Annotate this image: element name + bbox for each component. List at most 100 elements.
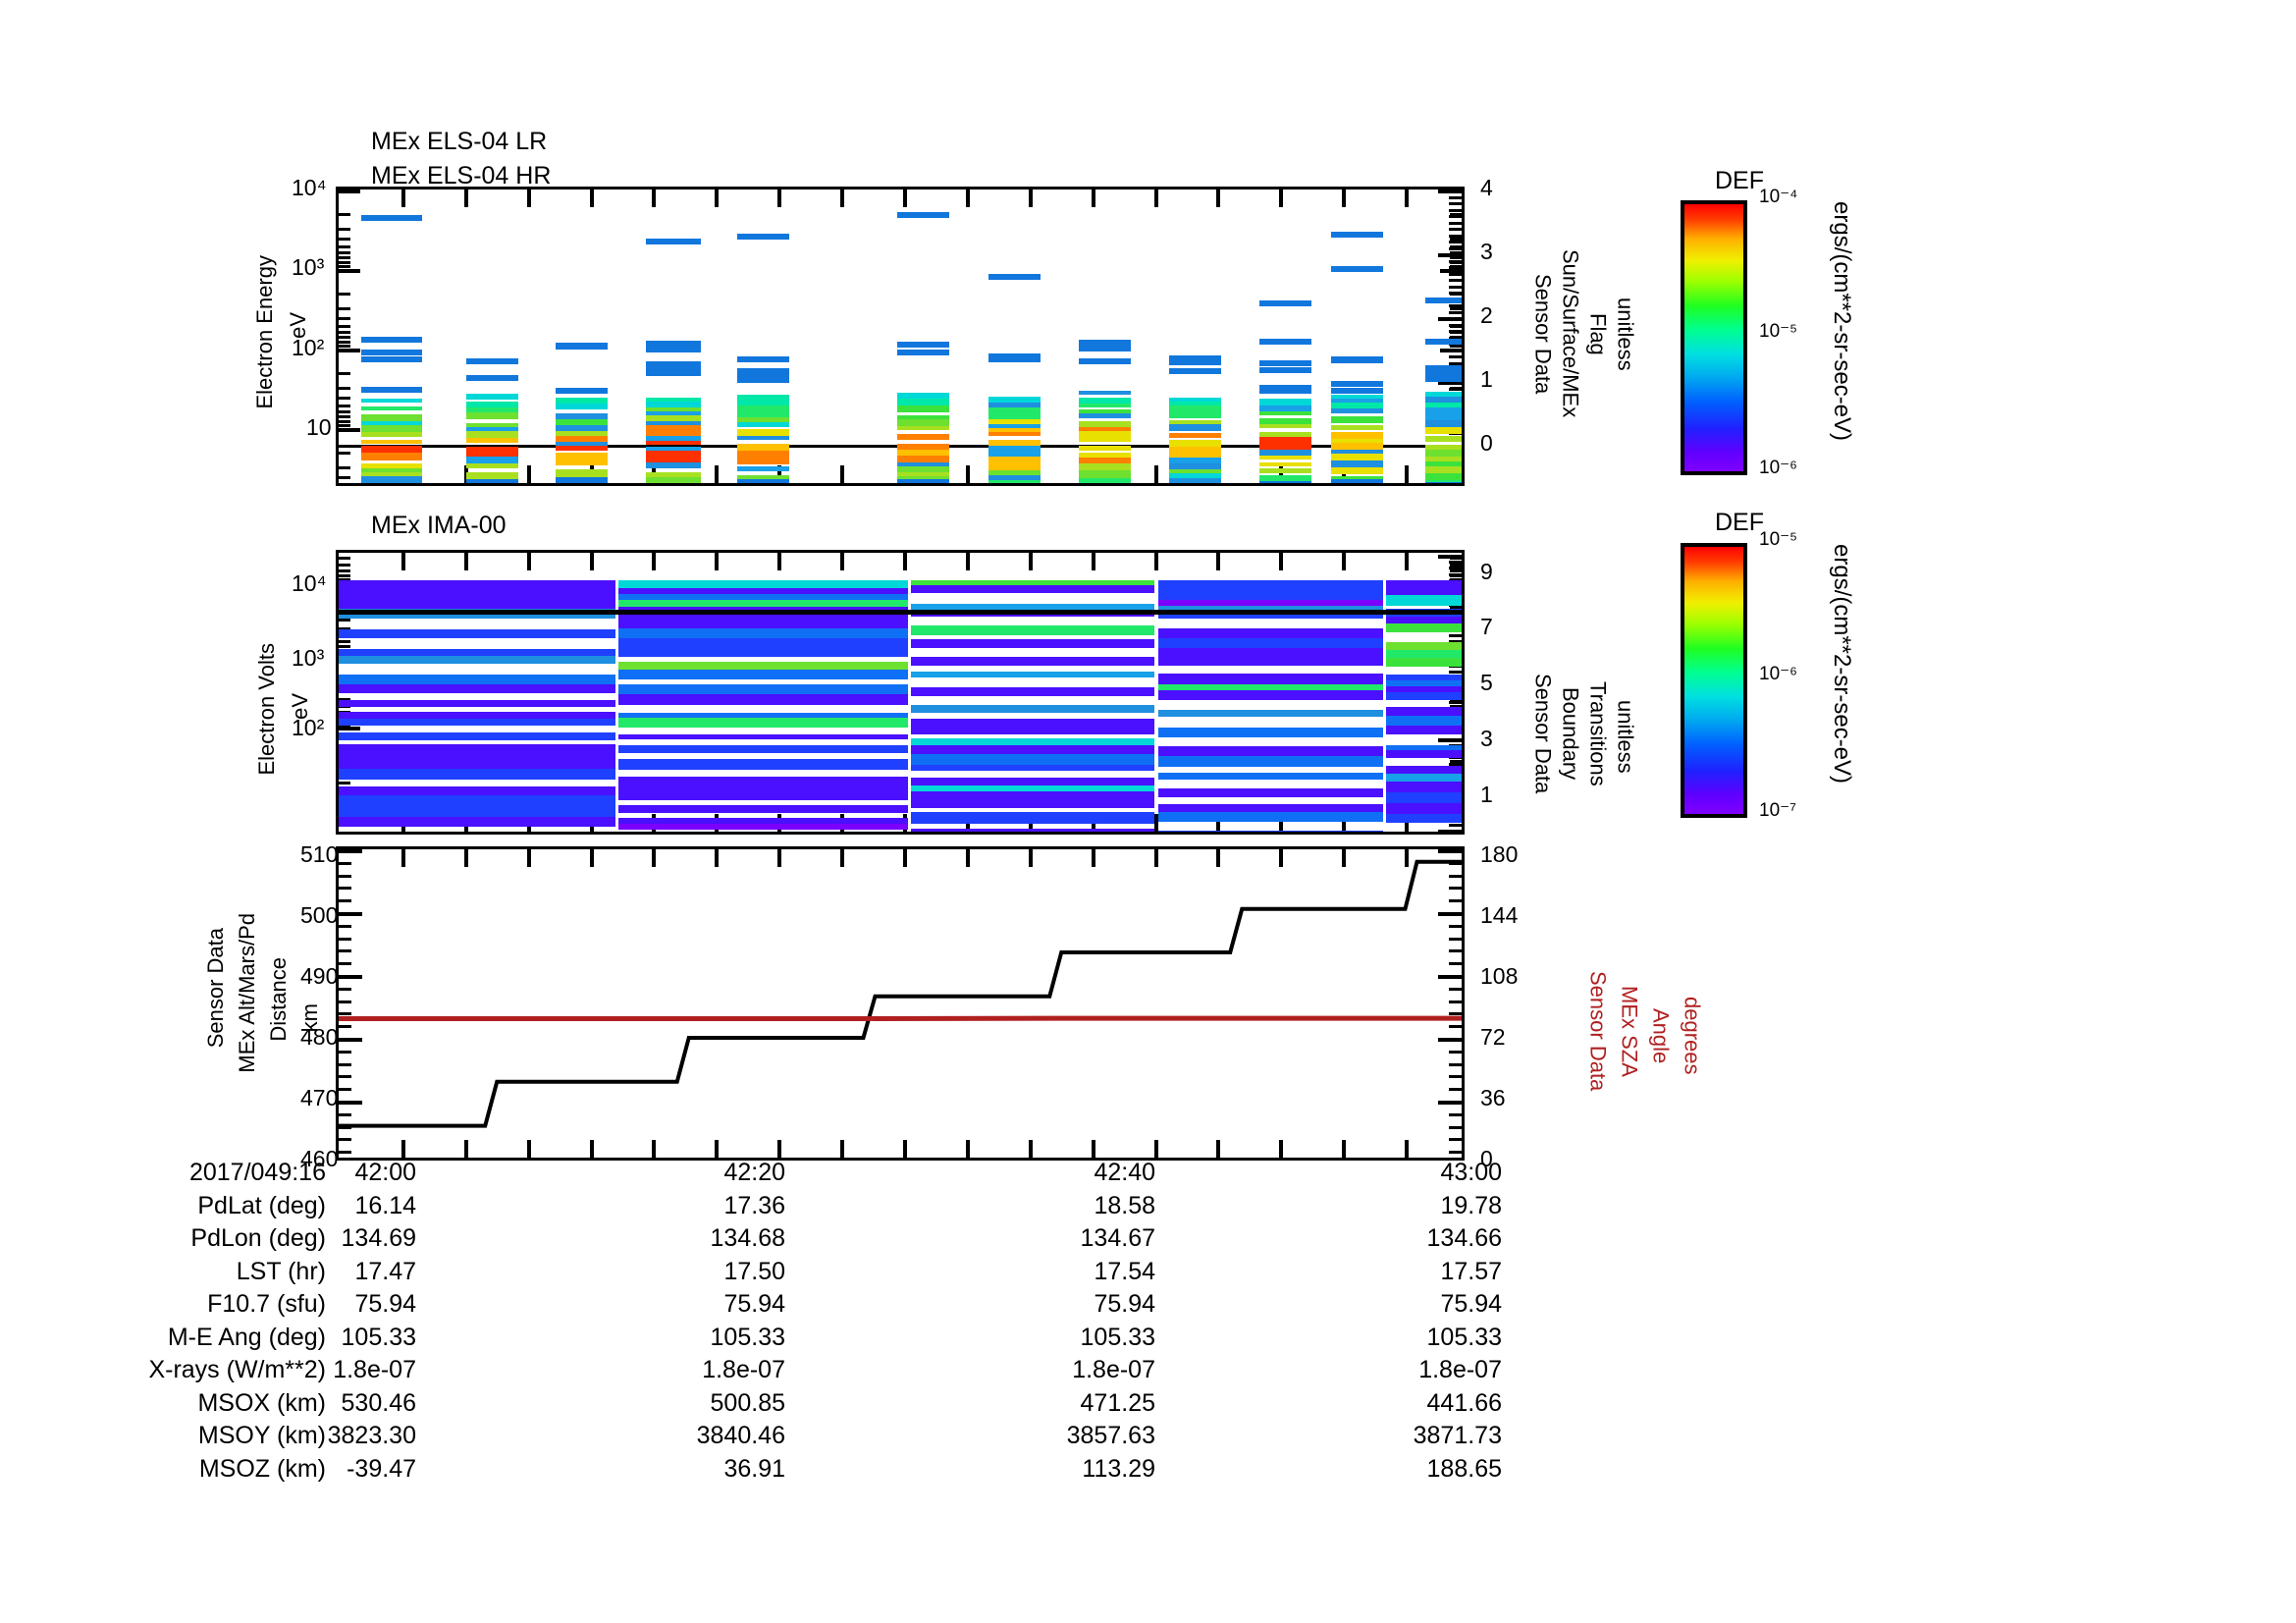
axis-tick xyxy=(903,189,907,207)
spectrogram-bin xyxy=(1425,403,1462,408)
spectrogram-bin xyxy=(1157,710,1383,717)
spectrogram-bin xyxy=(339,601,615,609)
spectrogram-bin xyxy=(1386,814,1462,823)
axis-tick xyxy=(339,1012,351,1016)
axis-tick xyxy=(1405,1140,1410,1158)
spectrogram-bin xyxy=(1157,628,1383,638)
axis-tick xyxy=(463,553,468,570)
spectrogram-bin xyxy=(555,424,608,431)
axis-tick xyxy=(1449,949,1462,953)
table-cell: -39.47 xyxy=(347,1454,416,1483)
spectrogram-bin xyxy=(339,649,615,656)
axis-tick xyxy=(339,1112,351,1116)
table-cell: 134.66 xyxy=(1426,1224,1502,1252)
spectrogram-bin xyxy=(1425,339,1462,345)
axis-tick xyxy=(1279,553,1284,570)
spectrogram-bin xyxy=(339,817,615,827)
axis-tick xyxy=(526,465,531,483)
spectrogram-bin xyxy=(736,234,789,240)
axis-tick xyxy=(339,569,350,573)
axis-tick xyxy=(339,727,360,730)
panel-alt-y2tick-72: 72 xyxy=(1480,1024,1506,1050)
axis-tick xyxy=(1450,569,1462,573)
spectrogram-bin xyxy=(1157,580,1383,589)
spectrogram-bin xyxy=(1169,450,1222,458)
axis-tick xyxy=(339,237,350,241)
axis-tick xyxy=(1028,849,1033,867)
spectrogram-bin xyxy=(736,416,789,422)
axis-tick xyxy=(1449,336,1462,340)
axis-tick xyxy=(400,553,405,570)
axis-tick xyxy=(339,336,350,340)
spectrogram-bin xyxy=(618,718,908,728)
spectrogram-bin xyxy=(555,403,608,409)
axis-tick xyxy=(1450,261,1462,265)
panel-alt-ytick-470: 470 xyxy=(300,1085,339,1110)
spectrogram-bin xyxy=(911,625,1155,635)
panel-els-left-axis-label: Electron Energy xyxy=(252,255,283,409)
axis-tick xyxy=(339,557,350,561)
table-row-label: PdLat (deg) xyxy=(197,1191,326,1219)
spectrogram-bin xyxy=(1157,684,1383,690)
spectrogram-bin xyxy=(736,479,789,483)
axis-tick xyxy=(1405,553,1410,570)
spectrogram-bin xyxy=(1169,432,1222,438)
spectrogram-bin xyxy=(1079,404,1132,408)
spectrogram-bin xyxy=(1386,586,1462,595)
axis-tick xyxy=(1028,1140,1033,1158)
spectrogram-bin xyxy=(897,472,950,477)
axis-tick xyxy=(1449,1151,1462,1155)
axis-tick xyxy=(1342,553,1347,570)
spectrogram-bin xyxy=(1259,432,1312,438)
spectrogram-bin xyxy=(911,604,1155,610)
axis-tick xyxy=(715,849,720,867)
spectrogram-bin xyxy=(988,445,1041,453)
axis-tick xyxy=(1449,234,1462,238)
spectrogram-bin xyxy=(988,460,1041,465)
panel-alt-left-axis-line2: MEx Alt/Mars/Pd xyxy=(235,913,259,1073)
spectrogram-bin xyxy=(1330,381,1383,387)
spectrogram-bin xyxy=(339,675,615,684)
spectrogram-bin xyxy=(1169,401,1222,406)
axis-tick xyxy=(1449,317,1462,320)
spectrogram-bin xyxy=(361,468,423,473)
panel-els-title-hr: MEx ELS-04 HR xyxy=(371,162,552,189)
spectrogram-bin xyxy=(1425,473,1462,481)
spectrogram-bin xyxy=(555,418,608,425)
axis-tick xyxy=(777,465,782,483)
spectrogram-bin xyxy=(465,406,518,412)
spectrogram-bin xyxy=(988,353,1041,359)
panel-alt-left-axis-line1: Sensor Data xyxy=(203,928,228,1049)
spectrogram-bin xyxy=(1330,460,1383,467)
axis-tick xyxy=(965,1140,970,1158)
spectrogram-bin xyxy=(1386,692,1462,700)
table-cell: 36.91 xyxy=(723,1454,785,1483)
spectrogram-bin xyxy=(1169,359,1222,365)
axis-tick xyxy=(526,849,531,867)
spectrogram-bin xyxy=(339,629,615,638)
axis-tick xyxy=(339,452,350,456)
panel-els-plot-area xyxy=(336,187,1465,486)
spectrogram-bin xyxy=(1330,438,1383,443)
spectrogram-bin xyxy=(1259,360,1312,366)
spectrogram-bin xyxy=(1079,474,1132,479)
spectrogram-bin xyxy=(618,824,908,830)
table-cell: 3857.63 xyxy=(1066,1422,1155,1449)
axis-tick xyxy=(840,553,845,570)
spectrogram-bin xyxy=(618,638,908,646)
table-cell: 17.47 xyxy=(354,1257,416,1285)
table-cell: 42:40 xyxy=(1094,1159,1155,1186)
panel-ima-left-axis-label-text: Electron Volts xyxy=(254,643,279,776)
axis-tick xyxy=(1449,323,1462,327)
spectrogram-bin xyxy=(555,482,608,483)
spectrogram-bin xyxy=(1425,427,1462,435)
spectrogram-bin xyxy=(645,415,702,422)
axis-tick xyxy=(400,189,405,207)
spectrogram-bin xyxy=(645,398,702,403)
spectrogram-bin xyxy=(1259,406,1312,412)
spectrogram-bin xyxy=(1386,792,1462,803)
axis-tick xyxy=(1449,874,1462,878)
panel-alt-right-axis-line1: Sensor Data xyxy=(1585,970,1611,1092)
spectrogram-bin xyxy=(1079,431,1132,439)
